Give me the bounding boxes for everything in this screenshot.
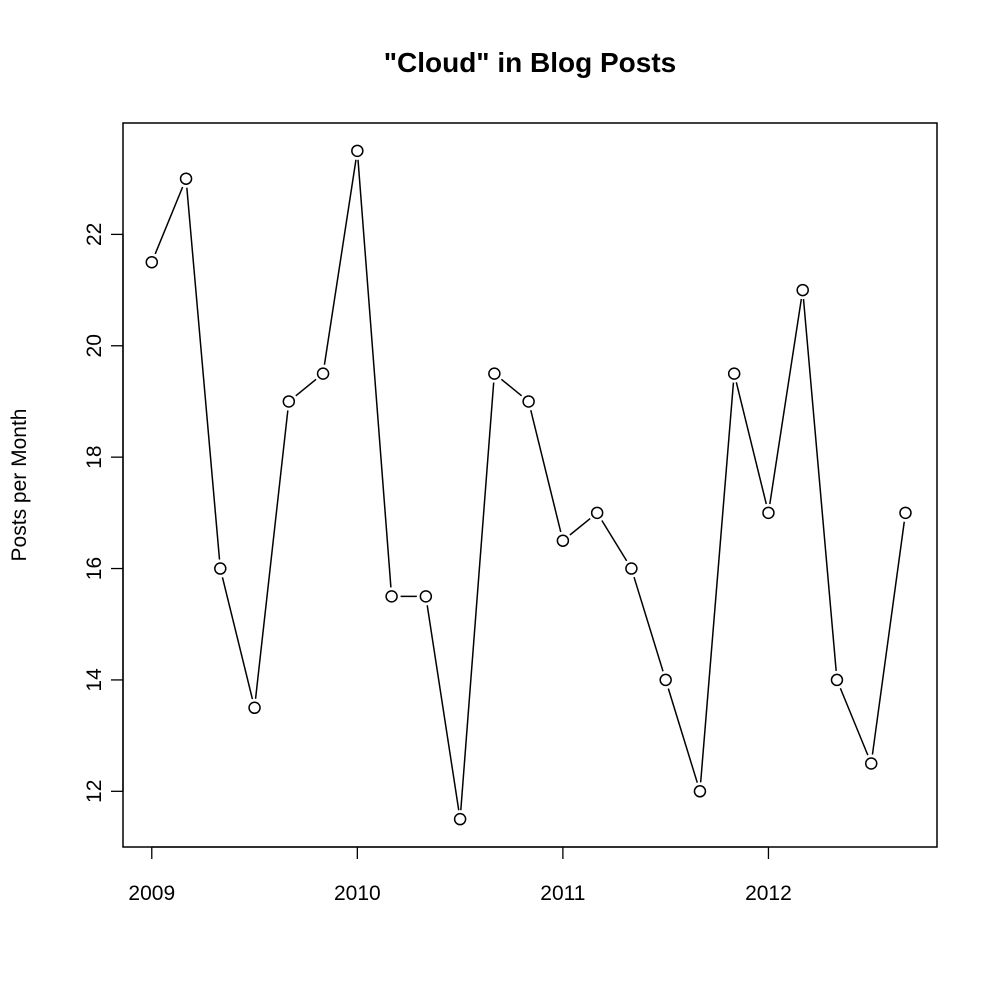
series-line-segment: [500, 378, 523, 397]
data-point: [762, 506, 775, 520]
chart-title: "Cloud" in Blog Posts: [384, 47, 677, 78]
data-point: [556, 534, 570, 547]
data-point: [248, 701, 261, 715]
series-line-segment: [357, 159, 392, 588]
series-line-segment: [699, 382, 735, 783]
series-line-segment: [295, 378, 317, 397]
data-point: [693, 785, 707, 798]
plot-frame: [122, 122, 938, 848]
series-line-segment: [839, 687, 869, 756]
series-line-segment: [569, 517, 591, 536]
data-point: [282, 395, 296, 408]
data-point: [419, 590, 433, 603]
series-line-segment: [735, 382, 768, 505]
data-point: [316, 367, 330, 380]
series-line-segment: [601, 520, 628, 562]
data-point: [488, 367, 501, 380]
data-point: [351, 144, 364, 158]
y-tick-label: 18: [83, 445, 106, 468]
y-axis: 12 14 16 18 20 22: [83, 223, 124, 803]
series-line-segment: [460, 382, 495, 811]
data-point: [145, 255, 159, 269]
series-line-segment: [871, 521, 906, 755]
series-layer: [145, 144, 912, 826]
data-point: [179, 172, 193, 185]
data-point: [590, 506, 604, 520]
y-axis-title: Posts per Month: [8, 409, 31, 562]
data-point: [625, 562, 638, 575]
series-line-segment: [667, 688, 699, 783]
x-axis: 2009 2010 2011 2012: [128, 846, 792, 905]
data-point: [727, 367, 741, 380]
series-line-segment: [802, 298, 837, 672]
x-tick-label: 2012: [745, 882, 792, 905]
data-point: [899, 506, 912, 520]
y-tick-label: 12: [83, 780, 106, 803]
y-tick-label: 14: [83, 668, 106, 692]
y-tick-label: 16: [83, 557, 106, 580]
data-point: [864, 757, 878, 770]
series-line-segment: [254, 410, 289, 699]
data-point: [214, 562, 227, 575]
y-tick-label: 20: [83, 334, 106, 357]
data-point: [830, 673, 844, 687]
x-tick-label: 2009: [128, 882, 175, 905]
series-line-segment: [633, 576, 664, 672]
data-point: [385, 590, 398, 603]
series-line-segment: [769, 298, 803, 505]
data-point: [659, 673, 672, 687]
data-point: [453, 812, 467, 826]
series-line-segment: [323, 159, 357, 365]
series-line-segment: [221, 577, 254, 700]
x-tick-label: 2010: [334, 882, 381, 905]
x-tick-label: 2011: [540, 882, 585, 905]
series-line-segment: [530, 410, 562, 533]
series-line-segment: [186, 187, 221, 560]
series-line-segment: [154, 186, 184, 255]
data-point: [796, 283, 809, 297]
y-tick-label: 22: [83, 223, 106, 246]
series-line-segment: [426, 605, 460, 811]
data-point: [522, 395, 535, 408]
